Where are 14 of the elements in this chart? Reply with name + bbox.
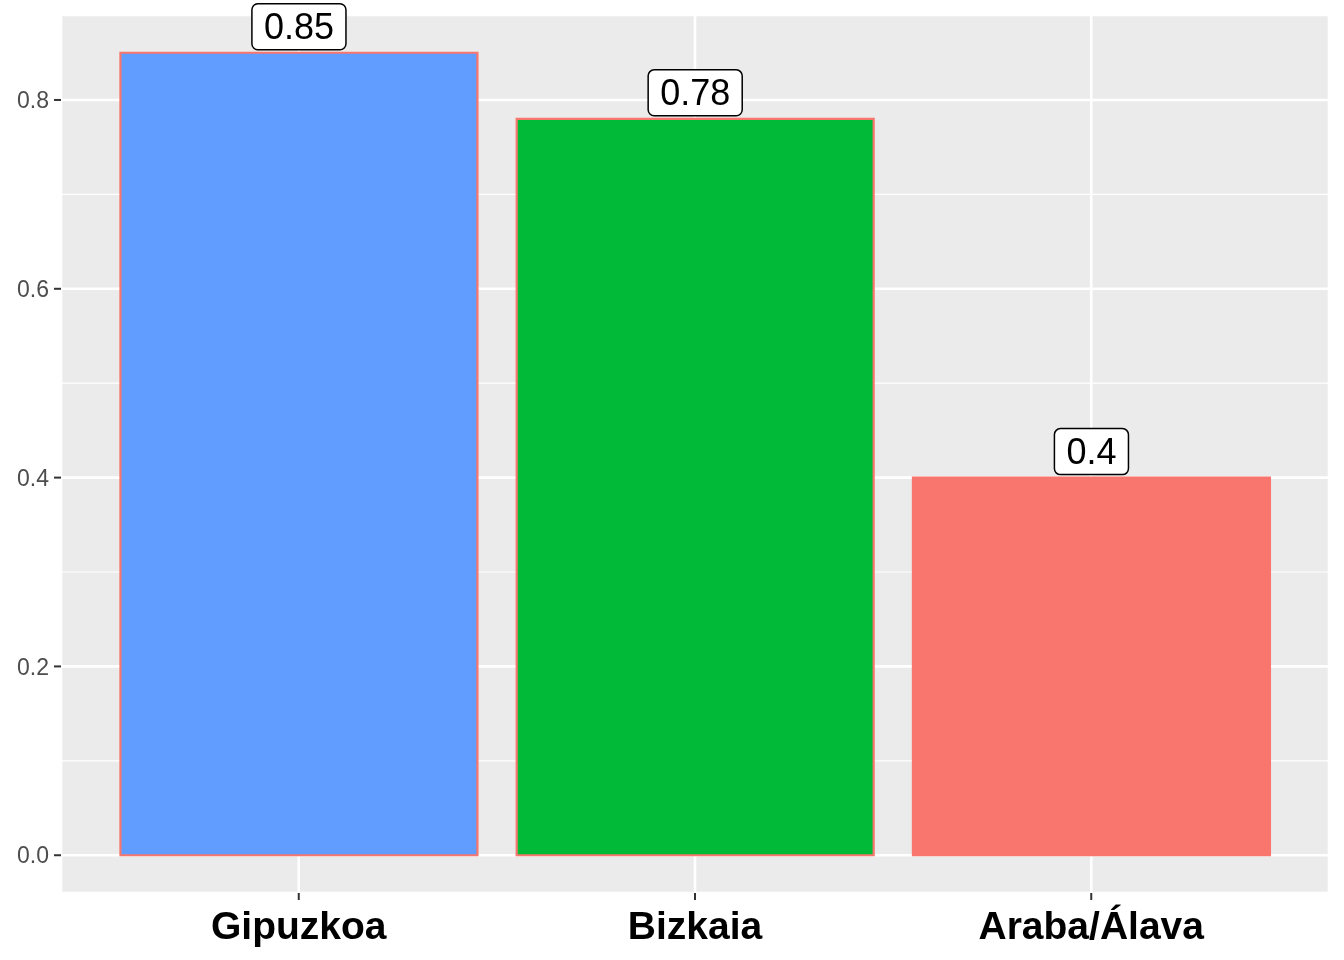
data-label: 0.78 xyxy=(660,72,731,114)
x-tick-label: Araba/Álava xyxy=(978,903,1205,947)
data-label: 0.4 xyxy=(1066,431,1117,473)
y-tick-label: 0.2 xyxy=(17,653,49,680)
y-tick-label: 0.0 xyxy=(17,842,49,869)
y-tick-label: 0.6 xyxy=(17,275,49,302)
y-tick-label: 0.8 xyxy=(17,87,49,114)
x-tick-label: Bizkaia xyxy=(627,903,763,947)
x-tick-label: Gipuzkoa xyxy=(210,903,387,947)
bar xyxy=(911,476,1272,857)
y-tick-label: 0.4 xyxy=(17,464,50,491)
bar xyxy=(119,51,479,857)
data-label: 0.85 xyxy=(263,6,334,48)
bar xyxy=(515,117,875,857)
